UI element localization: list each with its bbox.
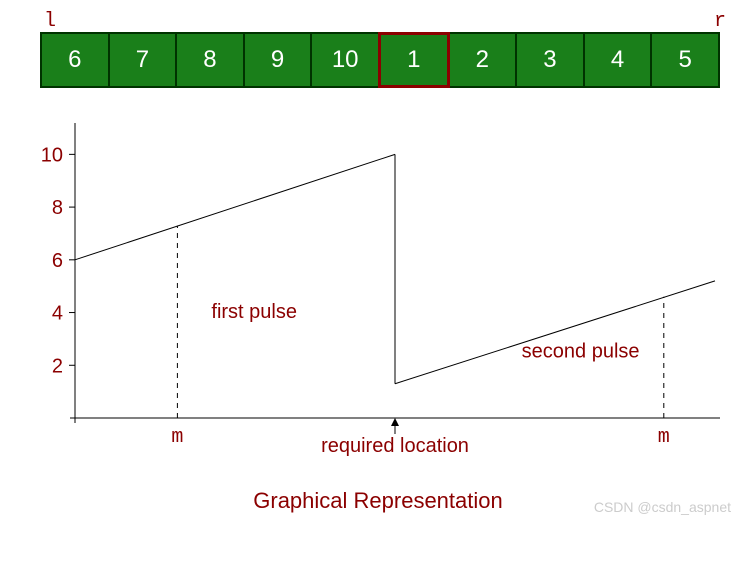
svg-text:4: 4 — [52, 303, 63, 325]
left-pointer-label: l — [44, 10, 56, 33]
svg-text:first pulse: first pulse — [211, 301, 297, 323]
svg-text:2: 2 — [52, 355, 63, 377]
svg-text:8: 8 — [52, 197, 63, 219]
chart-area: 2 4 6 8 10 m m first pulse second pulse required … — [25, 118, 725, 468]
svg-text:m: m — [658, 426, 670, 449]
array-cell: 2 — [448, 32, 518, 88]
array-cell: 1 — [378, 32, 450, 88]
watermark-text: CSDN @csdn_aspnet — [594, 499, 731, 515]
svg-text:m: m — [171, 426, 183, 449]
array-cell: 6 — [40, 32, 110, 88]
array-cell: 10 — [310, 32, 380, 88]
svg-text:6: 6 — [52, 250, 63, 272]
array-cell: 3 — [515, 32, 585, 88]
array-cell: 5 — [650, 32, 720, 88]
svg-text:required location: required location — [321, 435, 469, 457]
svg-text:10: 10 — [41, 144, 63, 166]
array-cell: 7 — [108, 32, 178, 88]
array-cell: 8 — [175, 32, 245, 88]
svg-text:second pulse: second pulse — [522, 340, 640, 362]
chart-svg: 2 4 6 8 10 m m first pulse second pulse required … — [25, 118, 725, 468]
right-pointer-label: r — [714, 10, 726, 33]
array-row: 67891012345 — [40, 32, 720, 88]
array-pointer-labels: l r — [30, 10, 726, 32]
array-cell: 9 — [243, 32, 313, 88]
array-cell: 4 — [583, 32, 653, 88]
